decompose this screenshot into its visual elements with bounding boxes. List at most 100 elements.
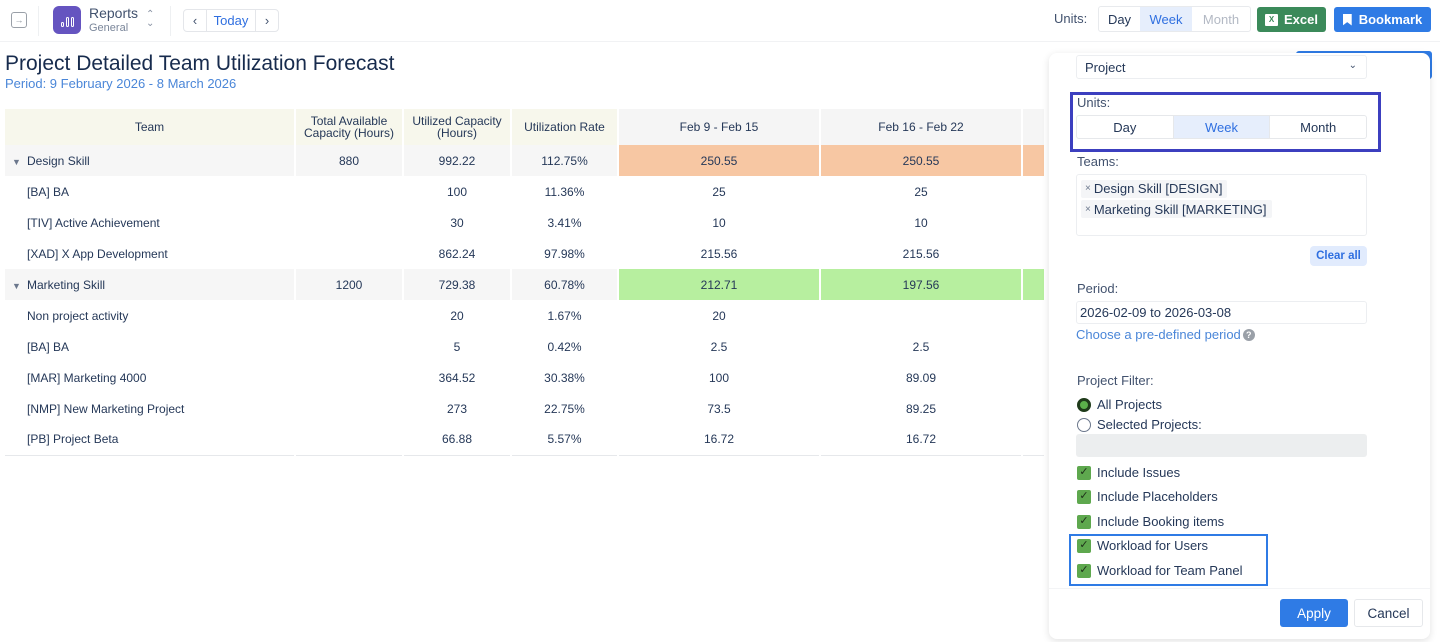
excel-label: Excel	[1284, 12, 1318, 27]
checkbox-checked-icon: ✓	[1077, 538, 1091, 553]
checkbox-workload-users[interactable]: ✓ Workload for Users	[1077, 538, 1208, 553]
project-name: [XAD] X App Development	[5, 238, 296, 269]
units-month-button[interactable]: Month	[1202, 11, 1240, 27]
units-toggle: Day Week Month	[1076, 115, 1367, 139]
filter-panel: Project ⌄ Units: Day Week Month Teams: ×…	[1049, 53, 1430, 639]
utilized-capacity: 273	[403, 393, 512, 424]
utilization-rate: 3.41%	[511, 207, 619, 238]
week-2-hours: 89.09	[820, 362, 1023, 393]
cancel-button[interactable]: Cancel	[1354, 599, 1423, 627]
divider	[38, 6, 39, 36]
utilized-capacity: 100	[403, 176, 512, 207]
radio-all-projects[interactable]: All Projects	[1077, 397, 1162, 412]
chevron-down-icon[interactable]: ▼	[12, 156, 21, 167]
week-2-hours: 16.72	[820, 424, 1023, 456]
table-row: [PB] Project Beta 66.88 5.57% 16.72 16.7…	[5, 424, 1046, 456]
excel-export-button[interactable]: X Excel	[1257, 7, 1326, 32]
team-tag: × Design Skill [DESIGN]	[1081, 179, 1228, 198]
week-2-hours: 89.25	[820, 393, 1023, 424]
team-name: Design Skill	[27, 153, 90, 168]
checkbox-checked-icon: ✓	[1077, 489, 1091, 504]
clear-all-button[interactable]: Clear all	[1310, 246, 1367, 266]
predefined-period-label: Choose a pre-defined period	[1076, 327, 1241, 342]
utilization-rate: 5.57%	[511, 424, 619, 456]
utilized-capacity: 66.88	[403, 424, 512, 456]
project-name: Non project activity	[5, 300, 296, 331]
utilization-rate: 30.38%	[511, 362, 619, 393]
checkbox-include-issues[interactable]: ✓ Include Issues	[1077, 465, 1180, 480]
project-name: [PB] Project Beta	[5, 424, 296, 456]
units-week-button[interactable]: Week	[1173, 116, 1271, 138]
team-group-row[interactable]: ▼ Design Skill 880 992.22 112.75% 250.55 …	[5, 145, 1046, 176]
radio-checked-icon	[1077, 397, 1091, 412]
team-tag: × Marketing Skill [MARKETING]	[1081, 200, 1272, 218]
apply-button[interactable]: Apply	[1280, 599, 1348, 627]
group-by-select[interactable]: Project ⌄	[1076, 55, 1367, 79]
units-highlight	[1070, 92, 1381, 152]
week-1-hours: 25	[618, 176, 821, 207]
column-header-utilization-rate[interactable]: Utilization Rate	[511, 109, 619, 145]
utilization-rate: 22.75%	[511, 393, 619, 424]
utilized-capacity: 20	[403, 300, 512, 331]
total-capacity	[295, 424, 404, 456]
team-tag-label: Design Skill [DESIGN]	[1093, 181, 1223, 196]
units-week-button[interactable]: Week	[1140, 7, 1192, 31]
week-3-hours	[1022, 145, 1046, 176]
column-header-team[interactable]: Team	[5, 109, 296, 145]
checkbox-label: Include Booking items	[1097, 514, 1225, 529]
report-period: Period: 9 February 2026 - 8 March 2026	[5, 76, 237, 91]
checkbox-include-placeholders[interactable]: ✓ Include Placeholders	[1077, 489, 1218, 504]
sidebar-toggle-icon[interactable]: →	[11, 12, 27, 28]
project-name: [BA] BA	[5, 176, 296, 207]
column-header-utilized-capacity[interactable]: Utilized Capacity (Hours)	[403, 109, 512, 145]
utilized-capacity: 5	[403, 331, 512, 362]
table-row: Non project activity 20 1.67% 20	[5, 300, 1046, 331]
units-day-button[interactable]: Day	[1077, 116, 1174, 138]
utilization-rate: 0.42%	[511, 331, 619, 362]
column-header-total-capacity[interactable]: Total Available Capacity (Hours)	[295, 109, 404, 145]
period-label: Period:	[1077, 281, 1119, 296]
previous-period-button[interactable]: ‹	[192, 13, 198, 28]
utilized-capacity: 862.24	[403, 238, 512, 269]
checkbox-include-booking-items[interactable]: ✓ Include Booking items	[1077, 514, 1224, 529]
app-name[interactable]: Reports	[89, 5, 139, 21]
predefined-period-link[interactable]: Choose a pre-defined period ?	[1076, 327, 1255, 342]
total-capacity	[295, 331, 404, 362]
period-input[interactable]	[1076, 301, 1367, 324]
chevron-down-icon[interactable]: ▼	[12, 280, 21, 291]
teams-multiselect[interactable]: × Design Skill [DESIGN] × Marketing Skil…	[1076, 174, 1367, 236]
date-navigation: ‹ Today ›	[183, 9, 279, 32]
utilization-rate: 112.75%	[511, 145, 619, 176]
checkbox-label: Include Placeholders	[1097, 489, 1218, 504]
remove-icon[interactable]: ×	[1085, 183, 1091, 194]
project-name: [MAR] Marketing 4000	[5, 362, 296, 393]
total-capacity	[295, 362, 404, 393]
radio-selected-projects[interactable]: Selected Projects:	[1077, 417, 1202, 432]
divider	[170, 6, 171, 36]
checkbox-label: Workload for Team Panel	[1097, 563, 1243, 578]
remove-icon[interactable]: ×	[1085, 203, 1091, 215]
units-toggle: Day Week Month	[1098, 6, 1251, 32]
utilization-table: Team Total Available Capacity (Hours) Ut…	[5, 109, 1046, 456]
bar-chart-icon[interactable]	[53, 6, 81, 34]
units-month-button[interactable]: Month	[1300, 119, 1337, 135]
week-1-hours: 10	[618, 207, 821, 238]
total-capacity	[295, 238, 404, 269]
next-period-button[interactable]: ›	[264, 13, 270, 28]
help-icon[interactable]: ?	[1242, 328, 1255, 341]
selected-projects-input[interactable]	[1076, 434, 1367, 457]
table-row: [TIV] Active Achievement 30 3.41% 10 10	[5, 207, 1046, 238]
units-label: Units:	[1054, 11, 1088, 26]
week-1-hours: 20	[618, 300, 821, 331]
chevron-up-down-icon[interactable]: ⌃ ⌄	[146, 9, 155, 29]
column-header-week-2[interactable]: Feb 16 - Feb 22	[820, 109, 1023, 145]
units-day-button[interactable]: Day	[1107, 11, 1132, 27]
today-button[interactable]: Today	[206, 10, 256, 31]
checkbox-checked-icon: ✓	[1077, 563, 1091, 578]
excel-icon: X	[1265, 13, 1278, 26]
column-header-week-1[interactable]: Feb 9 - Feb 15	[618, 109, 821, 145]
team-group-row[interactable]: ▼ Marketing Skill 1200 729.38 60.78% 212.…	[5, 269, 1046, 300]
week-2-hours: 10	[820, 207, 1023, 238]
bookmark-button[interactable]: Bookmark	[1334, 7, 1431, 32]
checkbox-workload-team-panel[interactable]: ✓ Workload for Team Panel	[1077, 563, 1242, 578]
